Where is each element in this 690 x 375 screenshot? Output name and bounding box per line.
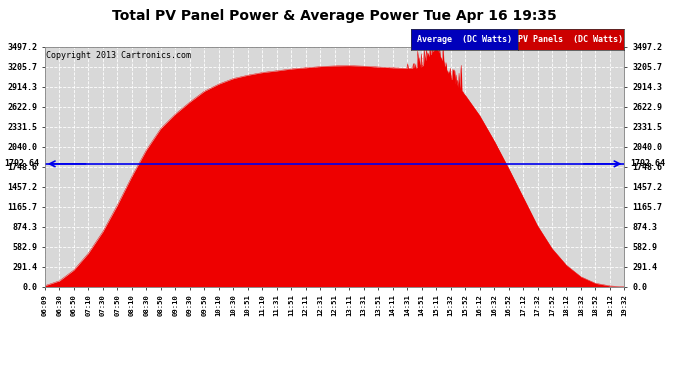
Text: Total PV Panel Power & Average Power Tue Apr 16 19:35: Total PV Panel Power & Average Power Tue… [112, 9, 557, 23]
Text: 1792.64: 1792.64 [630, 159, 665, 168]
Text: PV Panels  (DC Watts): PV Panels (DC Watts) [518, 35, 624, 44]
Text: 1792.64: 1792.64 [4, 159, 39, 168]
Text: Copyright 2013 Cartronics.com: Copyright 2013 Cartronics.com [46, 51, 191, 60]
Text: Average  (DC Watts): Average (DC Watts) [417, 35, 511, 44]
